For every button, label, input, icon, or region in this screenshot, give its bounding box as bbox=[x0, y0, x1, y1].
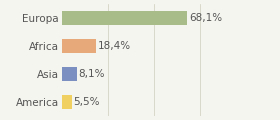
Text: 68,1%: 68,1% bbox=[189, 13, 222, 23]
Text: 5,5%: 5,5% bbox=[74, 97, 100, 107]
Bar bbox=[62, 11, 187, 25]
Bar bbox=[62, 95, 72, 109]
Bar bbox=[62, 67, 76, 81]
Text: 8,1%: 8,1% bbox=[78, 69, 105, 79]
Text: 18,4%: 18,4% bbox=[97, 41, 130, 51]
Bar bbox=[62, 39, 95, 53]
